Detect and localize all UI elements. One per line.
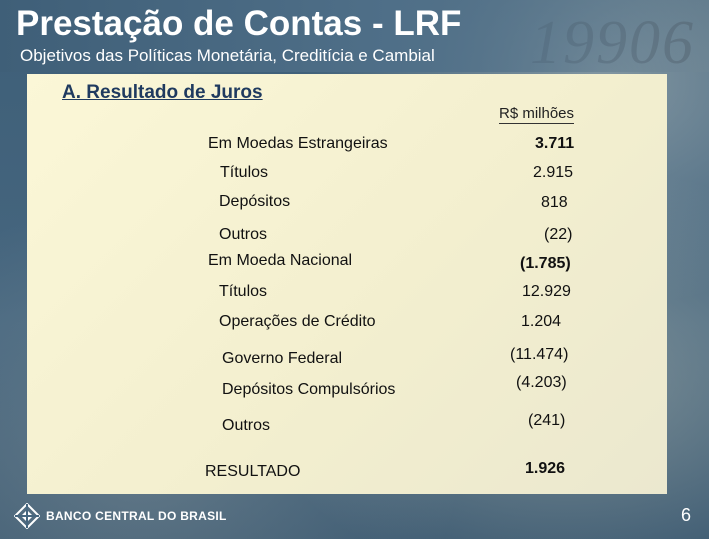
row-label-outros-mn: Outros [222, 417, 271, 434]
slide-footer: BANCO CENTRAL DO BRASIL 6 [0, 495, 709, 539]
row-value-depositos-compulsorios: (4.203) [516, 374, 567, 391]
slide-title: Prestação de Contas - LRF [16, 4, 462, 43]
banco-central-logo-text: BANCO CENTRAL DO BRASIL [46, 509, 227, 523]
row-label-titulos-mn: Títulos [219, 283, 268, 300]
row-label-moedas-estrangeiras: Em Moedas Estrangeiras [208, 135, 388, 152]
slide-header: Prestação de Contas - LRF Objetivos das … [0, 0, 709, 72]
row-label-operacoes-credito: Operações de Crédito [219, 313, 376, 330]
banco-central-logo-icon [13, 502, 41, 534]
slide-subtitle: Objetivos das Políticas Monetária, Credi… [20, 46, 435, 65]
row-value-moeda-nacional: (1.785) [520, 255, 571, 272]
row-value-titulos-me: 2.915 [533, 164, 574, 181]
row-value-resultado: 1.926 [525, 460, 566, 477]
row-value-governo-federal: (11.474) [510, 346, 569, 363]
row-label-governo-federal: Governo Federal [222, 350, 343, 367]
row-label-titulos-me: Títulos [220, 164, 269, 181]
row-label-resultado: RESULTADO [205, 463, 301, 480]
page-number: 6 [680, 505, 691, 525]
row-label-moeda-nacional: Em Moeda Nacional [208, 252, 353, 269]
unit-label: R$ milhões [499, 105, 575, 124]
row-value-titulos-mn: 12.929 [522, 283, 571, 300]
row-value-outros-mn: (241) [528, 412, 566, 429]
row-value-operacoes-credito: 1.204 [521, 313, 562, 330]
row-label-depositos-compulsorios: Depósitos Compulsórios [222, 381, 396, 398]
row-value-moedas-estrangeiras: 3.711 [535, 135, 575, 152]
row-value-depositos: 818 [541, 194, 568, 211]
content-panel [27, 74, 667, 494]
row-label-outros-me: Outros [219, 226, 268, 243]
row-label-depositos: Depósitos [219, 193, 291, 210]
row-value-outros-me: (22) [544, 226, 573, 243]
section-heading: A. Resultado de Juros [62, 82, 263, 103]
